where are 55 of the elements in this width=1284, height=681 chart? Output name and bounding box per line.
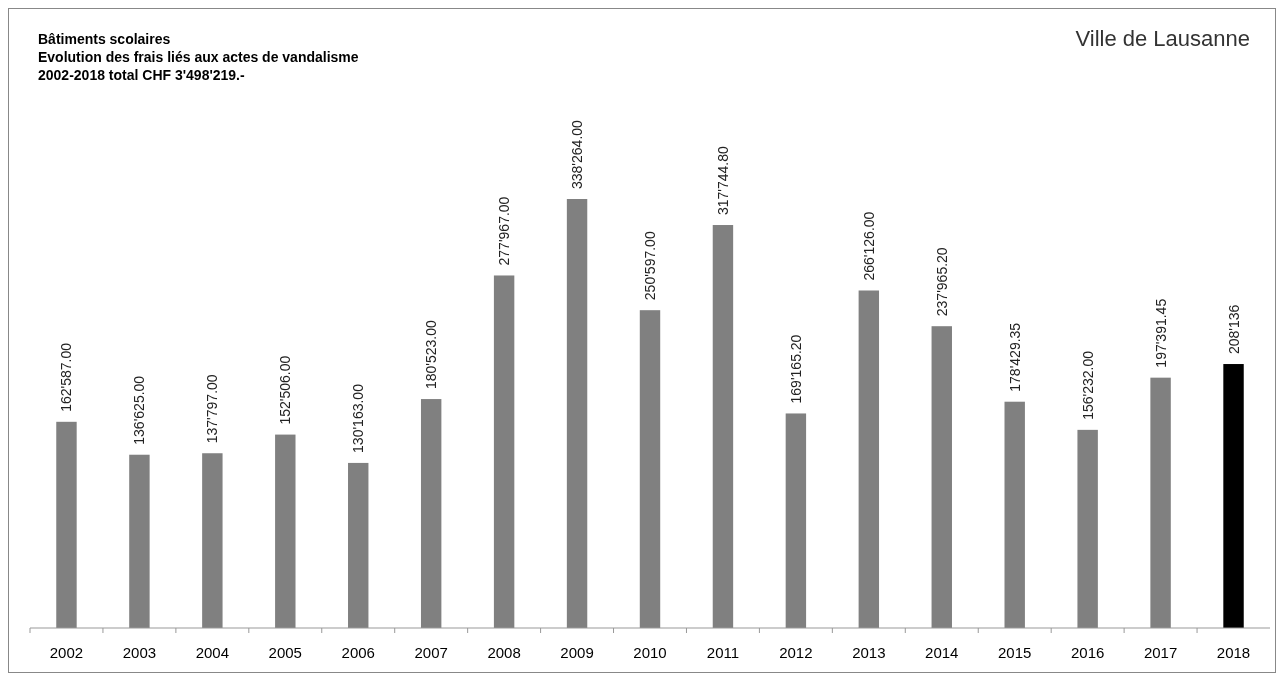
x-tick-label: 2002: [49, 644, 84, 661]
x-tick-label: 2005: [268, 644, 302, 661]
text: 2002-2018 total CHF 3'498'219.-: [38, 67, 245, 83]
bar: [202, 453, 223, 628]
data-label: 208'136: [1225, 304, 1242, 355]
data-label: 130'163.00: [350, 383, 367, 453]
data-label: 338'264.00: [569, 119, 586, 189]
x-tick-label: 2003: [122, 644, 157, 661]
data-label: 277'967.00: [496, 196, 513, 266]
bar: [348, 462, 369, 628]
bar: [785, 413, 807, 628]
bar: [275, 434, 296, 628]
bar: [639, 310, 661, 628]
bar: [566, 199, 588, 628]
bar: [56, 421, 77, 628]
bar: [1150, 377, 1171, 628]
text: Ville de Lausanne: [1075, 26, 1250, 51]
bar: [129, 454, 150, 628]
bar: [712, 225, 734, 628]
x-tick-label: 2004: [195, 644, 230, 661]
data-label: 178'429.35: [1006, 322, 1023, 392]
x-tick-label: 2006: [341, 644, 375, 661]
data-label: 162'587.00: [58, 342, 75, 412]
x-tick-label: 2007: [414, 644, 448, 661]
data-label: 137'797.00: [204, 374, 221, 444]
bar: [931, 326, 952, 628]
data-label: 180'523.00: [423, 319, 440, 390]
data-label: 237'965.20: [933, 247, 950, 317]
bar: [493, 275, 515, 628]
x-tick-label: 2008: [487, 644, 521, 661]
x-tick-label: 2016: [1070, 644, 1105, 661]
data-label: 169'165.20: [787, 334, 804, 404]
x-tick-label: 2017: [1143, 644, 1178, 661]
chart-subtitle: Evolution des frais liés aux actes de vandalisme: [38, 49, 359, 65]
data-label: 156'232.00: [1079, 350, 1096, 420]
x-tick-label: 2014: [925, 644, 959, 661]
chart-title: Bâtiments scolaires: [38, 31, 171, 47]
data-label: 197'391.45: [1152, 298, 1169, 368]
x-tick-label: 2018: [1216, 644, 1251, 661]
bar: [858, 290, 880, 628]
bar: [1004, 401, 1025, 628]
bar: [1223, 364, 1244, 628]
data-label: 317'744.80: [714, 145, 731, 216]
x-tick-label: 2013: [852, 644, 886, 661]
data-label: 266'126.00: [860, 211, 877, 281]
x-tick-label: 2015: [998, 644, 1032, 661]
data-label: 152'506.00: [277, 355, 294, 425]
x-tick-label: 2011: [706, 644, 740, 661]
x-tick-label: 2010: [633, 644, 667, 661]
data-label: 136'625.00: [131, 375, 148, 445]
x-tick-label: 2012: [779, 644, 813, 661]
bar: [1077, 429, 1098, 628]
data-label: 250'597.00: [642, 231, 658, 301]
bar: [420, 399, 442, 628]
x-tick-label: 2009: [560, 644, 594, 661]
